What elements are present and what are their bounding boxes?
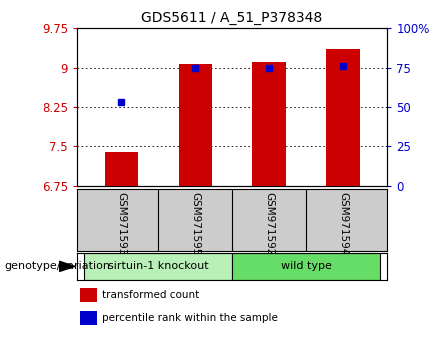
Bar	[84, 253, 232, 280]
Text: GSM971592: GSM971592	[264, 193, 274, 256]
Bar	[232, 253, 380, 280]
Text: GSM971595: GSM971595	[190, 193, 200, 256]
Bar	[179, 64, 212, 186]
Bar	[105, 152, 138, 186]
Text: GSM971594: GSM971594	[338, 193, 348, 256]
Text: percentile rank within the sample: percentile rank within the sample	[102, 313, 278, 323]
Text: genotype/variation: genotype/variation	[4, 261, 110, 272]
Bar	[80, 311, 97, 325]
Text: transformed count: transformed count	[102, 290, 199, 300]
Polygon shape	[59, 261, 75, 272]
Bar	[253, 62, 286, 186]
Text: wild type: wild type	[281, 261, 331, 272]
Title: GDS5611 / A_51_P378348: GDS5611 / A_51_P378348	[142, 11, 323, 24]
Text: sirtuin-1 knockout: sirtuin-1 knockout	[108, 261, 209, 272]
Text: GSM971593: GSM971593	[116, 193, 126, 256]
Bar	[80, 288, 97, 302]
Bar	[326, 49, 359, 186]
